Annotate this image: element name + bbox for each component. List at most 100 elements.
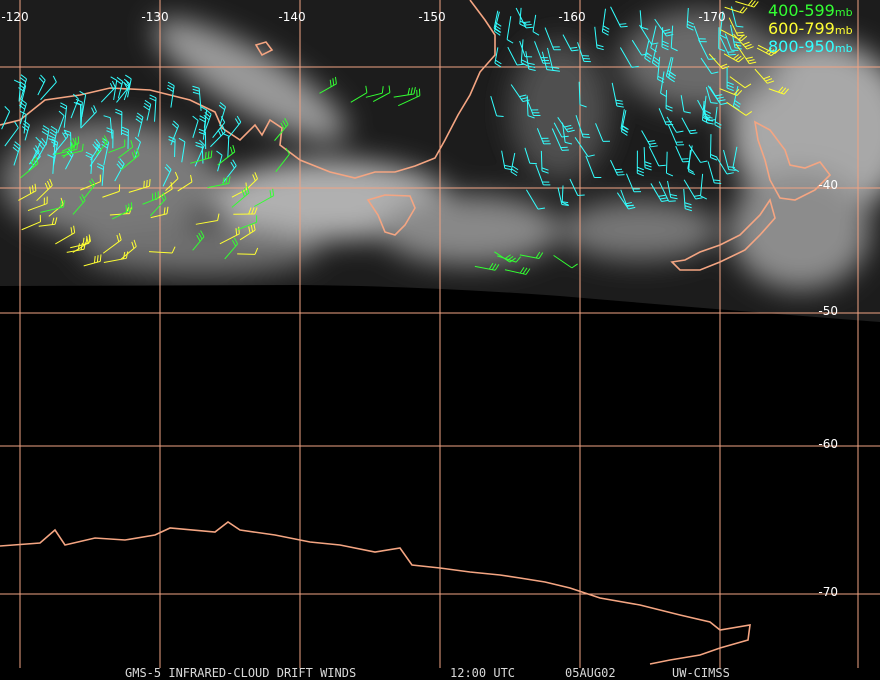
barb-shaft — [227, 121, 242, 139]
barb-feather — [30, 160, 34, 168]
barb-feather — [676, 130, 684, 133]
barb-shaft — [101, 166, 105, 186]
barb-feather — [85, 237, 88, 245]
barb-shaft — [231, 192, 250, 208]
barb-shaft — [510, 152, 516, 172]
wind-barb — [501, 150, 512, 171]
barb-feather — [711, 71, 719, 75]
barb-feather — [738, 57, 745, 63]
barb-shaft — [398, 95, 421, 107]
barb-feather — [659, 197, 668, 200]
barb-shaft — [733, 33, 748, 50]
barb-shaft — [474, 265, 496, 271]
barb-feather — [741, 35, 748, 42]
barb-feather — [727, 51, 735, 53]
barb-feather — [109, 82, 114, 90]
barb-shaft — [667, 124, 678, 146]
barb-feather — [494, 264, 500, 271]
barb-feather — [96, 143, 102, 151]
wind-barb — [102, 184, 121, 198]
barb-shaft — [149, 251, 173, 254]
barb-feather — [31, 185, 34, 193]
barb-feather — [685, 208, 692, 212]
footer-text: 12:00 UTC — [450, 666, 515, 680]
barb-feather — [166, 87, 174, 93]
barb-feather — [666, 172, 674, 177]
wind-barb — [275, 147, 290, 173]
barb-feather — [144, 99, 152, 105]
legend-entry: 400-599mb — [768, 1, 853, 20]
barb-feather — [48, 135, 56, 139]
barb-shaft — [643, 147, 646, 168]
barb-feather — [111, 80, 116, 88]
barb-shaft — [80, 111, 97, 129]
barb-shaft — [707, 85, 722, 105]
legend-range: 400-599 — [768, 1, 835, 20]
barb-feather — [70, 143, 73, 151]
barb-shaft — [222, 165, 237, 184]
barb-shaft — [595, 123, 604, 142]
barb-feather — [616, 105, 624, 108]
barb-feather — [99, 254, 102, 262]
barb-feather — [525, 26, 534, 29]
barb-shaft — [224, 243, 238, 260]
barb-shaft — [540, 150, 543, 171]
barb-feather — [103, 135, 109, 142]
barb-feather — [119, 158, 125, 165]
footer: GMS-5 INFRARED-CLOUD DRIFT WINDS 12:00 UT… — [125, 666, 730, 680]
barb-shaft — [720, 29, 742, 42]
barb-feather — [220, 116, 226, 123]
wind-barb — [577, 42, 591, 63]
wind-barb — [733, 33, 754, 50]
barb-shaft — [561, 122, 566, 143]
barb-feather — [168, 139, 176, 143]
barb-shaft — [707, 161, 715, 184]
wind-barb — [732, 146, 740, 173]
wind-barb — [474, 262, 500, 271]
wind-barb — [120, 148, 140, 171]
barb-feather — [736, 31, 744, 34]
barb-shaft — [210, 131, 226, 148]
barb-shaft — [81, 94, 87, 117]
barb-feather — [232, 144, 236, 152]
wind-barb — [103, 251, 129, 263]
barb-feather — [570, 46, 578, 49]
barb-feather — [131, 152, 135, 160]
barb-feather — [160, 194, 165, 202]
wind-barb — [639, 10, 649, 30]
barb-feather — [726, 87, 734, 92]
wind-barb — [532, 14, 540, 36]
wind-barb — [650, 183, 669, 203]
barb-feather — [522, 267, 528, 275]
wind-barb — [192, 230, 205, 251]
lat-label: -60 — [818, 437, 838, 451]
wind-barb — [610, 6, 628, 28]
barb-feather — [684, 205, 692, 209]
wind-barb — [575, 115, 591, 138]
barb-feather — [620, 25, 628, 28]
wind-barb — [718, 27, 726, 52]
barb-feather — [102, 138, 109, 143]
barb-shaft — [728, 17, 739, 36]
barb-feather — [516, 63, 525, 66]
wind-barb — [103, 115, 113, 139]
barb-feather — [241, 189, 245, 197]
barb-shaft — [670, 25, 674, 48]
barb-shaft — [757, 44, 776, 54]
barb-shaft — [274, 124, 289, 141]
barb-feather — [91, 178, 96, 185]
wind-barb — [231, 186, 250, 208]
barb-shaft — [507, 46, 518, 66]
wind-barb — [686, 7, 695, 31]
barb-feather — [33, 158, 37, 166]
barb-feather — [726, 84, 734, 89]
barb-shaft — [683, 179, 697, 200]
barb-shaft — [80, 102, 83, 126]
barb-shaft — [625, 173, 635, 192]
wind-barb — [19, 110, 27, 134]
barb-feather — [222, 132, 230, 137]
barb-shaft — [1, 111, 11, 130]
barb-feather — [734, 44, 742, 47]
barb-feather — [200, 106, 207, 111]
wind-barb — [594, 26, 604, 51]
